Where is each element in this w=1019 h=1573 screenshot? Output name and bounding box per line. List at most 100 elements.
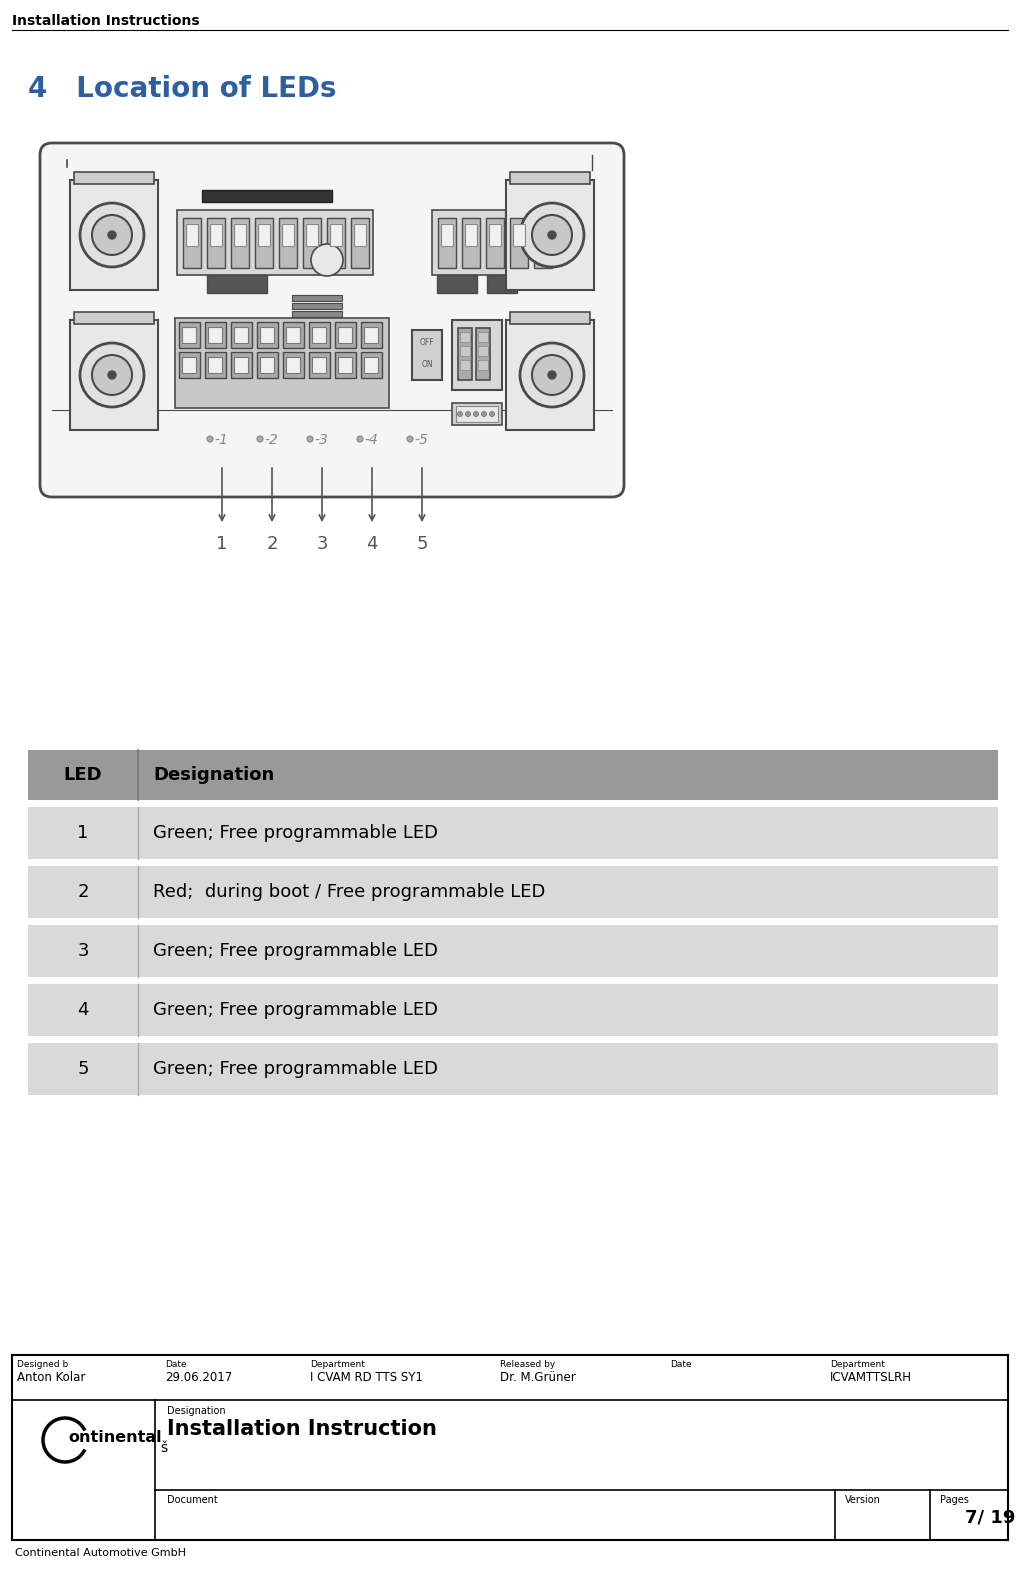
Text: š: š	[160, 1441, 167, 1455]
Bar	[291, 304, 341, 308]
Text: 1: 1	[216, 535, 227, 554]
Bar	[182, 219, 201, 267]
Text: -5: -5	[414, 433, 427, 447]
Bar	[205, 322, 226, 348]
Bar	[334, 352, 356, 378]
Text: 7/ 19: 7/ 19	[964, 1509, 1014, 1526]
Text: Green; Free programmable LED: Green; Free programmable LED	[153, 1060, 437, 1078]
Bar	[478, 360, 487, 370]
Bar	[334, 322, 356, 348]
Circle shape	[489, 412, 494, 417]
Bar	[505, 319, 593, 429]
Text: -1: -1	[214, 433, 227, 447]
Text: -4: -4	[364, 433, 377, 447]
Bar	[351, 219, 369, 267]
Text: Designation: Designation	[167, 1406, 225, 1416]
Circle shape	[465, 412, 470, 417]
Bar	[70, 179, 158, 289]
Bar	[207, 219, 225, 267]
Bar	[282, 352, 304, 378]
Text: Document: Document	[167, 1494, 217, 1505]
Text: Red;  during boot / Free programmable LED: Red; during boot / Free programmable LED	[153, 882, 545, 901]
Bar	[281, 223, 293, 245]
Bar	[28, 1043, 997, 1095]
Text: 2: 2	[266, 535, 277, 554]
Text: 4: 4	[77, 1000, 89, 1019]
Bar	[337, 327, 352, 343]
Bar	[485, 219, 503, 267]
Circle shape	[520, 203, 584, 267]
Bar	[337, 357, 352, 373]
Bar	[465, 223, 477, 245]
Bar	[458, 329, 472, 381]
Text: Released by: Released by	[499, 1361, 554, 1369]
Bar	[534, 219, 551, 267]
Bar	[177, 211, 373, 275]
Bar	[181, 357, 196, 373]
Text: Green; Free programmable LED: Green; Free programmable LED	[153, 942, 437, 960]
Bar	[309, 322, 330, 348]
Bar	[175, 318, 388, 407]
Circle shape	[92, 216, 131, 255]
Bar	[364, 357, 378, 373]
Bar	[178, 352, 200, 378]
Bar	[28, 867, 997, 919]
Circle shape	[207, 436, 213, 442]
Bar	[361, 352, 382, 378]
Bar	[260, 357, 274, 373]
Text: 1: 1	[77, 824, 89, 842]
Bar	[202, 190, 331, 201]
Bar	[361, 322, 382, 348]
Circle shape	[547, 371, 555, 379]
Bar	[306, 223, 318, 245]
Bar	[476, 329, 489, 381]
Text: Date: Date	[165, 1361, 186, 1369]
Text: Designed b: Designed b	[17, 1361, 68, 1369]
Text: I CVAM RD TTS SY1: I CVAM RD TTS SY1	[310, 1372, 423, 1384]
Bar	[285, 357, 300, 373]
Circle shape	[257, 436, 263, 442]
Bar	[28, 807, 997, 859]
Text: 2: 2	[77, 882, 89, 901]
Bar	[70, 319, 158, 429]
Bar	[460, 360, 470, 370]
Bar	[536, 223, 548, 245]
Bar	[330, 223, 341, 245]
Text: Dr. M.Grüner: Dr. M.Grüner	[499, 1372, 575, 1384]
Bar	[488, 223, 500, 245]
Text: 29.06.2017: 29.06.2017	[165, 1372, 232, 1384]
Circle shape	[92, 355, 131, 395]
Text: Green; Free programmable LED: Green; Free programmable LED	[153, 824, 437, 842]
Circle shape	[473, 412, 478, 417]
Text: 4: 4	[366, 535, 377, 554]
Text: ON: ON	[421, 360, 432, 370]
Bar	[437, 219, 455, 267]
Bar	[230, 219, 249, 267]
Bar	[291, 311, 341, 318]
Bar	[282, 322, 304, 348]
Bar	[303, 219, 321, 267]
Bar	[486, 275, 517, 293]
Text: 3: 3	[77, 942, 89, 960]
Circle shape	[108, 231, 116, 239]
Bar	[260, 327, 274, 343]
Bar	[513, 223, 525, 245]
Bar	[178, 322, 200, 348]
Bar	[354, 223, 366, 245]
Text: Anton Kolar: Anton Kolar	[17, 1372, 86, 1384]
Bar	[28, 750, 997, 801]
Bar	[258, 223, 270, 245]
Circle shape	[307, 436, 313, 442]
Bar	[74, 311, 154, 324]
Text: OFF: OFF	[419, 338, 434, 348]
Bar	[285, 327, 300, 343]
Text: 5: 5	[416, 535, 427, 554]
Text: Department: Department	[829, 1361, 884, 1369]
Bar	[451, 319, 501, 390]
Text: LED: LED	[63, 766, 102, 783]
Bar	[327, 219, 344, 267]
Bar	[364, 327, 378, 343]
Circle shape	[79, 203, 144, 267]
Circle shape	[407, 436, 413, 442]
Circle shape	[481, 412, 486, 417]
